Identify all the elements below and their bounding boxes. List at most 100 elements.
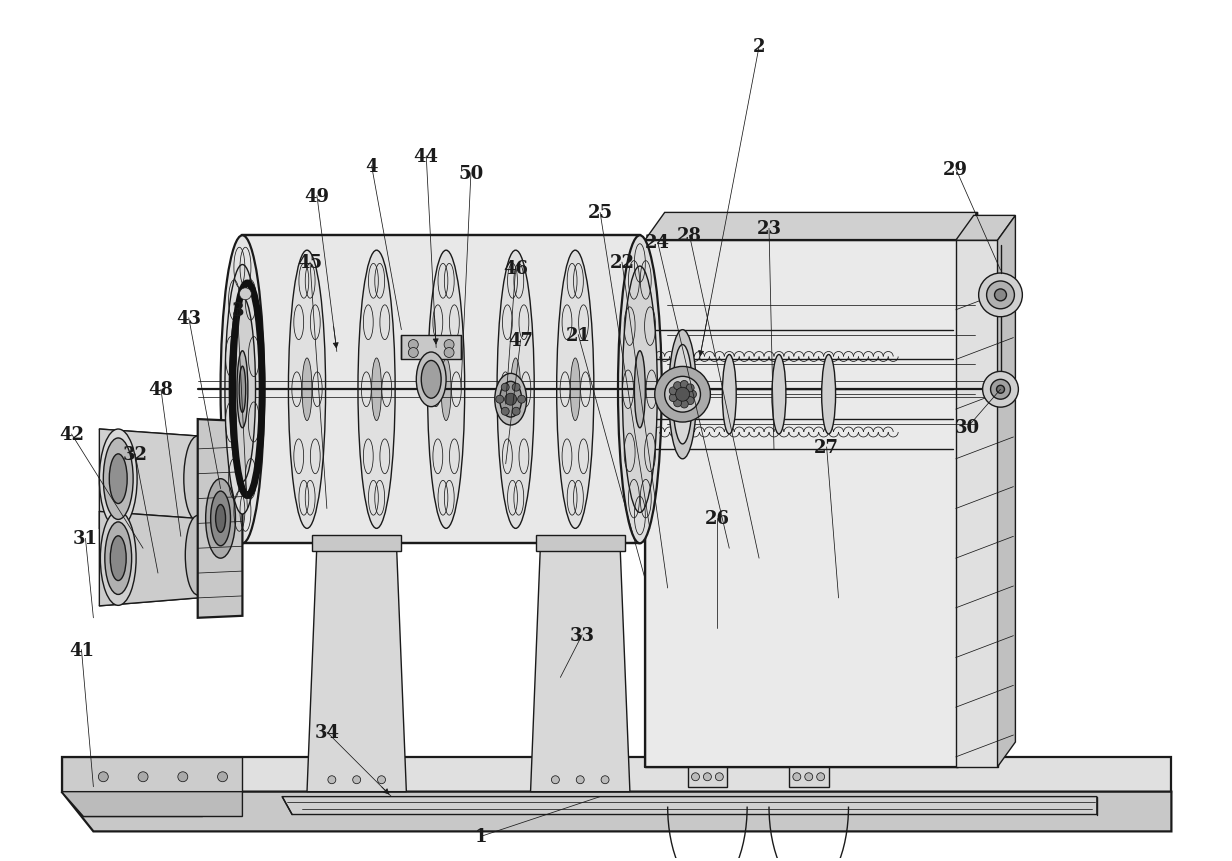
Ellipse shape bbox=[288, 251, 325, 529]
Ellipse shape bbox=[237, 351, 248, 428]
Circle shape bbox=[444, 348, 455, 358]
Text: 41: 41 bbox=[69, 641, 94, 659]
Circle shape bbox=[703, 773, 711, 781]
Circle shape bbox=[686, 397, 694, 406]
Ellipse shape bbox=[500, 382, 521, 418]
Text: 4: 4 bbox=[366, 158, 378, 176]
Ellipse shape bbox=[359, 251, 395, 529]
Ellipse shape bbox=[673, 345, 692, 444]
Text: 26: 26 bbox=[705, 510, 729, 528]
Ellipse shape bbox=[421, 361, 441, 399]
Polygon shape bbox=[62, 757, 1172, 792]
Ellipse shape bbox=[496, 251, 535, 529]
Circle shape bbox=[138, 771, 148, 782]
Ellipse shape bbox=[239, 367, 245, 413]
Text: 42: 42 bbox=[59, 425, 84, 443]
Polygon shape bbox=[62, 757, 203, 792]
Ellipse shape bbox=[105, 523, 132, 595]
Text: 32: 32 bbox=[123, 445, 148, 463]
Ellipse shape bbox=[441, 358, 451, 421]
Text: 43: 43 bbox=[176, 309, 201, 327]
Circle shape bbox=[680, 381, 689, 389]
Circle shape bbox=[691, 773, 700, 781]
Ellipse shape bbox=[211, 492, 230, 546]
Circle shape bbox=[239, 288, 251, 300]
Text: 48: 48 bbox=[148, 381, 174, 399]
Circle shape bbox=[994, 289, 1007, 301]
Polygon shape bbox=[687, 767, 727, 787]
Ellipse shape bbox=[100, 430, 137, 529]
Ellipse shape bbox=[184, 437, 212, 522]
Ellipse shape bbox=[772, 355, 786, 435]
Polygon shape bbox=[531, 543, 630, 792]
Circle shape bbox=[505, 393, 516, 406]
Circle shape bbox=[669, 387, 678, 395]
Polygon shape bbox=[62, 792, 1172, 832]
Circle shape bbox=[689, 391, 696, 399]
Text: 3: 3 bbox=[232, 301, 244, 319]
Polygon shape bbox=[956, 216, 1015, 241]
Text: 30: 30 bbox=[955, 418, 981, 437]
Circle shape bbox=[669, 394, 678, 402]
Circle shape bbox=[377, 776, 386, 784]
Polygon shape bbox=[402, 335, 461, 360]
Circle shape bbox=[495, 396, 504, 404]
Polygon shape bbox=[788, 767, 829, 787]
Circle shape bbox=[987, 282, 1014, 309]
Ellipse shape bbox=[669, 331, 696, 459]
Text: 47: 47 bbox=[508, 331, 533, 350]
Circle shape bbox=[501, 384, 509, 392]
Polygon shape bbox=[62, 792, 203, 816]
Ellipse shape bbox=[221, 236, 265, 543]
Polygon shape bbox=[62, 757, 243, 792]
Ellipse shape bbox=[722, 355, 737, 435]
Circle shape bbox=[513, 384, 520, 392]
Ellipse shape bbox=[229, 298, 255, 482]
Circle shape bbox=[665, 377, 701, 412]
Text: 44: 44 bbox=[414, 147, 439, 165]
Text: 50: 50 bbox=[458, 164, 484, 183]
Polygon shape bbox=[536, 536, 625, 552]
Ellipse shape bbox=[110, 455, 127, 504]
Polygon shape bbox=[644, 214, 978, 241]
Ellipse shape bbox=[511, 358, 521, 421]
Polygon shape bbox=[100, 430, 197, 529]
Circle shape bbox=[991, 380, 1010, 400]
Circle shape bbox=[328, 776, 336, 784]
Polygon shape bbox=[62, 792, 243, 816]
Text: 2: 2 bbox=[753, 39, 765, 57]
Polygon shape bbox=[243, 236, 639, 543]
Polygon shape bbox=[100, 512, 197, 606]
Text: 23: 23 bbox=[756, 220, 781, 238]
Circle shape bbox=[680, 400, 689, 408]
Circle shape bbox=[674, 400, 681, 407]
Text: 49: 49 bbox=[304, 188, 329, 205]
Text: 28: 28 bbox=[678, 227, 702, 245]
Circle shape bbox=[444, 340, 455, 350]
Ellipse shape bbox=[206, 479, 235, 559]
Text: 27: 27 bbox=[814, 438, 839, 456]
Text: 34: 34 bbox=[314, 723, 339, 741]
Circle shape bbox=[793, 773, 801, 781]
Text: 33: 33 bbox=[569, 626, 595, 644]
Ellipse shape bbox=[428, 251, 464, 529]
Ellipse shape bbox=[570, 358, 580, 421]
Ellipse shape bbox=[495, 374, 526, 425]
Circle shape bbox=[99, 771, 108, 782]
Circle shape bbox=[177, 771, 187, 782]
Circle shape bbox=[817, 773, 824, 781]
Circle shape bbox=[513, 408, 520, 416]
Ellipse shape bbox=[634, 351, 646, 428]
Circle shape bbox=[352, 776, 361, 784]
Text: 22: 22 bbox=[610, 254, 634, 272]
Polygon shape bbox=[998, 216, 1015, 767]
Circle shape bbox=[654, 367, 711, 423]
Polygon shape bbox=[312, 536, 402, 552]
Circle shape bbox=[716, 773, 723, 781]
Text: 46: 46 bbox=[503, 260, 529, 278]
Circle shape bbox=[218, 771, 228, 782]
Text: 31: 31 bbox=[73, 530, 97, 548]
Text: 25: 25 bbox=[588, 204, 612, 222]
Polygon shape bbox=[644, 241, 957, 767]
Ellipse shape bbox=[557, 251, 594, 529]
